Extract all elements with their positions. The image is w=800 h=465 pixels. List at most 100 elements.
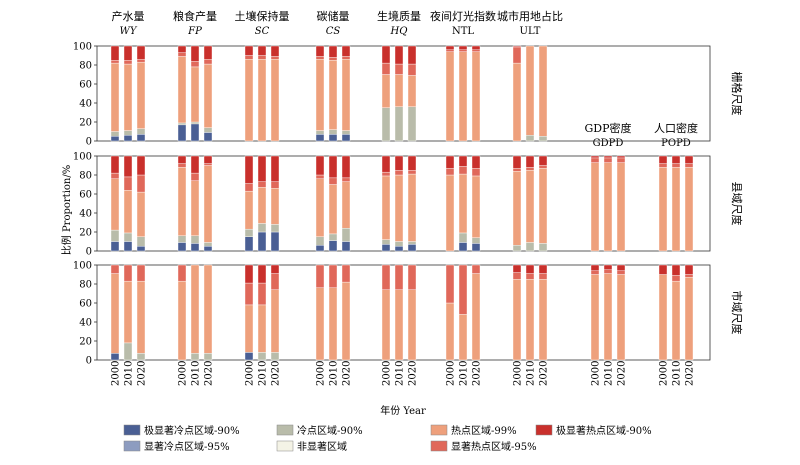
column-title-wy: 产水量 <box>112 9 145 23</box>
bar-county-cs-2010-cold <box>328 233 338 241</box>
bar-grid-cs-2010-vhc <box>328 134 338 142</box>
bar-grid-wy-2020-vhh <box>136 45 146 60</box>
bar-county-sc-2000-hot <box>244 190 254 230</box>
column-title-ult: 城市用地占比 <box>497 9 563 23</box>
column-abbr-fp: FP <box>187 26 202 37</box>
bar-county-ntl-2000-shot <box>445 168 455 176</box>
bar-grid-ult-2010-cold <box>525 135 535 142</box>
bar-grid-ntl-2000-shot <box>445 49 455 52</box>
bar-county-fp-2020-vhc <box>203 246 213 252</box>
bar-grid-fp-2000-vhh <box>177 45 187 53</box>
bar-county-ntl-2000-hot <box>445 174 455 252</box>
bar-grid-fp-2000-shot <box>177 52 187 57</box>
bar-grid-ntl-2010-hot <box>458 51 468 142</box>
bar-county-ntl-2020-vhh <box>471 155 481 169</box>
bar-city-sc-2010-cold <box>257 352 267 361</box>
bar-city-hq-2010-hot <box>394 289 404 361</box>
y-tick-label: 80 <box>79 280 92 291</box>
bar-county-sc-2000-vhc <box>244 236 254 252</box>
bar-grid-sc-2020-vhh <box>270 45 280 57</box>
bar-county-cs-2010-vhh <box>328 155 338 179</box>
bar-city-fp-2000-shot <box>177 264 187 282</box>
axes: 0 20 40 60 80 100 栅格尺度 0 20 40 60 80 100 县域尺度 0 20 40 60 8… <box>73 42 744 387</box>
bar-county-hq-2020-cold <box>407 241 417 245</box>
bar-county-hq-2000-vhh <box>381 155 391 173</box>
bar-county-wy-2020-shot <box>136 174 146 193</box>
bar-county-wy-2010-vhc <box>123 241 133 252</box>
bar-county-cs-2020-vhh <box>341 155 351 179</box>
bar-grid-sc-2010-shot <box>257 55 267 60</box>
bar-city-sc-2010-hot <box>257 304 267 353</box>
bar-city-sc-2000-vhc <box>244 352 254 361</box>
x-tick-label-year: 2020 <box>271 361 282 386</box>
column-abbr-popd: POPD <box>661 138 691 149</box>
bar-grid-fp-2010-vhc <box>190 123 200 142</box>
bar-county-fp-2000-vhc <box>177 242 187 252</box>
bar-city-wy-2020-shot <box>136 264 146 282</box>
x-tick-label-year: 2010 <box>124 361 135 386</box>
bar-city-gdpd-2000-hot <box>590 274 600 361</box>
bar-grid-ult-2000-vhh <box>512 45 522 48</box>
bar-grid-ntl-2000-hot <box>445 51 455 142</box>
x-axis-label: 年份 Year <box>380 404 426 417</box>
y-tick-label: 80 <box>79 61 92 72</box>
bar-city-popd-2010-vhh <box>671 264 681 276</box>
column-title-fp: 粮食产量 <box>173 9 217 23</box>
bar-county-fp-2000-cold <box>177 235 187 243</box>
column-title-cs: 碳储量 <box>317 9 350 23</box>
bar-grid-fp-2000-hot <box>177 56 187 124</box>
bar-city-sc-2020-hot <box>270 289 280 353</box>
bar-county-wy-2010-shot <box>123 176 133 191</box>
legend-label-hot: 热点区域-99% <box>451 424 517 437</box>
bar-city-ult-2010-hot <box>525 279 535 361</box>
x-tick-label-year: 2020 <box>539 361 550 386</box>
bar-grid-wy-2020-vhc <box>136 134 146 142</box>
bar-grid-cs-2000-vhh <box>315 45 325 57</box>
bar-county-ult-2010-shot <box>525 167 535 171</box>
bar-city-cs-2000-shot <box>315 264 325 288</box>
legend-label-vhh: 极显著热点区域-90% <box>556 424 652 437</box>
bar-county-wy-2000-vhc <box>110 241 120 252</box>
bar-city-sc-2000-hot <box>244 304 254 353</box>
x-tick-label-year: 2020 <box>342 361 353 386</box>
bar-county-fp-2000-hot <box>177 167 187 236</box>
bar-grid-cs-2010-shot <box>328 57 338 61</box>
bar-grid-wy-2010-vhc <box>123 135 133 142</box>
bar-county-cs-2010-shot <box>328 177 338 185</box>
y-tick-label: 40 <box>79 209 92 220</box>
bar-grid-cs-2000-cold <box>315 130 325 135</box>
bar-city-ult-2000-hot <box>512 279 522 361</box>
bar-grid-cs-2010-vhh <box>328 45 338 58</box>
column-abbr-hq: HQ <box>390 26 408 37</box>
bar-grid-cs-2000-vhc <box>315 134 325 142</box>
bar-county-fp-2020-shot <box>203 163 213 166</box>
bar-county-fp-2020-vhh <box>203 155 213 164</box>
bar-grid-hq-2000-hot <box>381 74 391 108</box>
bar-county-ult-2010-vhh <box>525 155 535 168</box>
bar-county-wy-2000-hot <box>110 178 120 231</box>
bar-county-ult-2020-cold <box>538 243 548 252</box>
bar-grid-hq-2010-hot <box>394 74 404 107</box>
bar-grid-sc-2000-vhh <box>244 45 254 56</box>
x-tick-label-year: 2010 <box>329 361 340 386</box>
bar-grid-wy-2020-cold <box>136 128 146 135</box>
bar-grid-ntl-2020-shot <box>471 49 481 52</box>
bar-county-sc-2000-shot <box>244 183 254 192</box>
bar-city-sc-2020-shot <box>270 273 280 290</box>
bar-county-popd-2020-vhh <box>684 155 694 164</box>
bar-county-ntl-2000-vhh <box>445 155 455 169</box>
bar-county-fp-2010-vhh <box>190 155 200 174</box>
bar-city-cs-2020-hot <box>341 281 351 361</box>
column-title-popd: 人口密度 <box>654 121 698 135</box>
bar-grid-fp-2020-vhh <box>203 45 213 60</box>
bar-county-sc-2010-vhc <box>257 231 267 252</box>
bar-grid-wy-2000-shot <box>110 60 120 64</box>
x-tick-label-year: 2000 <box>446 361 457 386</box>
x-tick-label-year: 2010 <box>672 361 683 386</box>
legend-label-ns: 非显著区域 <box>297 440 347 453</box>
x-tick-label-year: 2010 <box>395 361 406 386</box>
y-tick-label: 40 <box>79 318 92 329</box>
bar-county-ntl-2010-vhc <box>458 242 468 252</box>
bar-grid-ntl-2000-vhh <box>445 45 455 50</box>
bar-grid-hq-2020-hot <box>407 75 417 107</box>
